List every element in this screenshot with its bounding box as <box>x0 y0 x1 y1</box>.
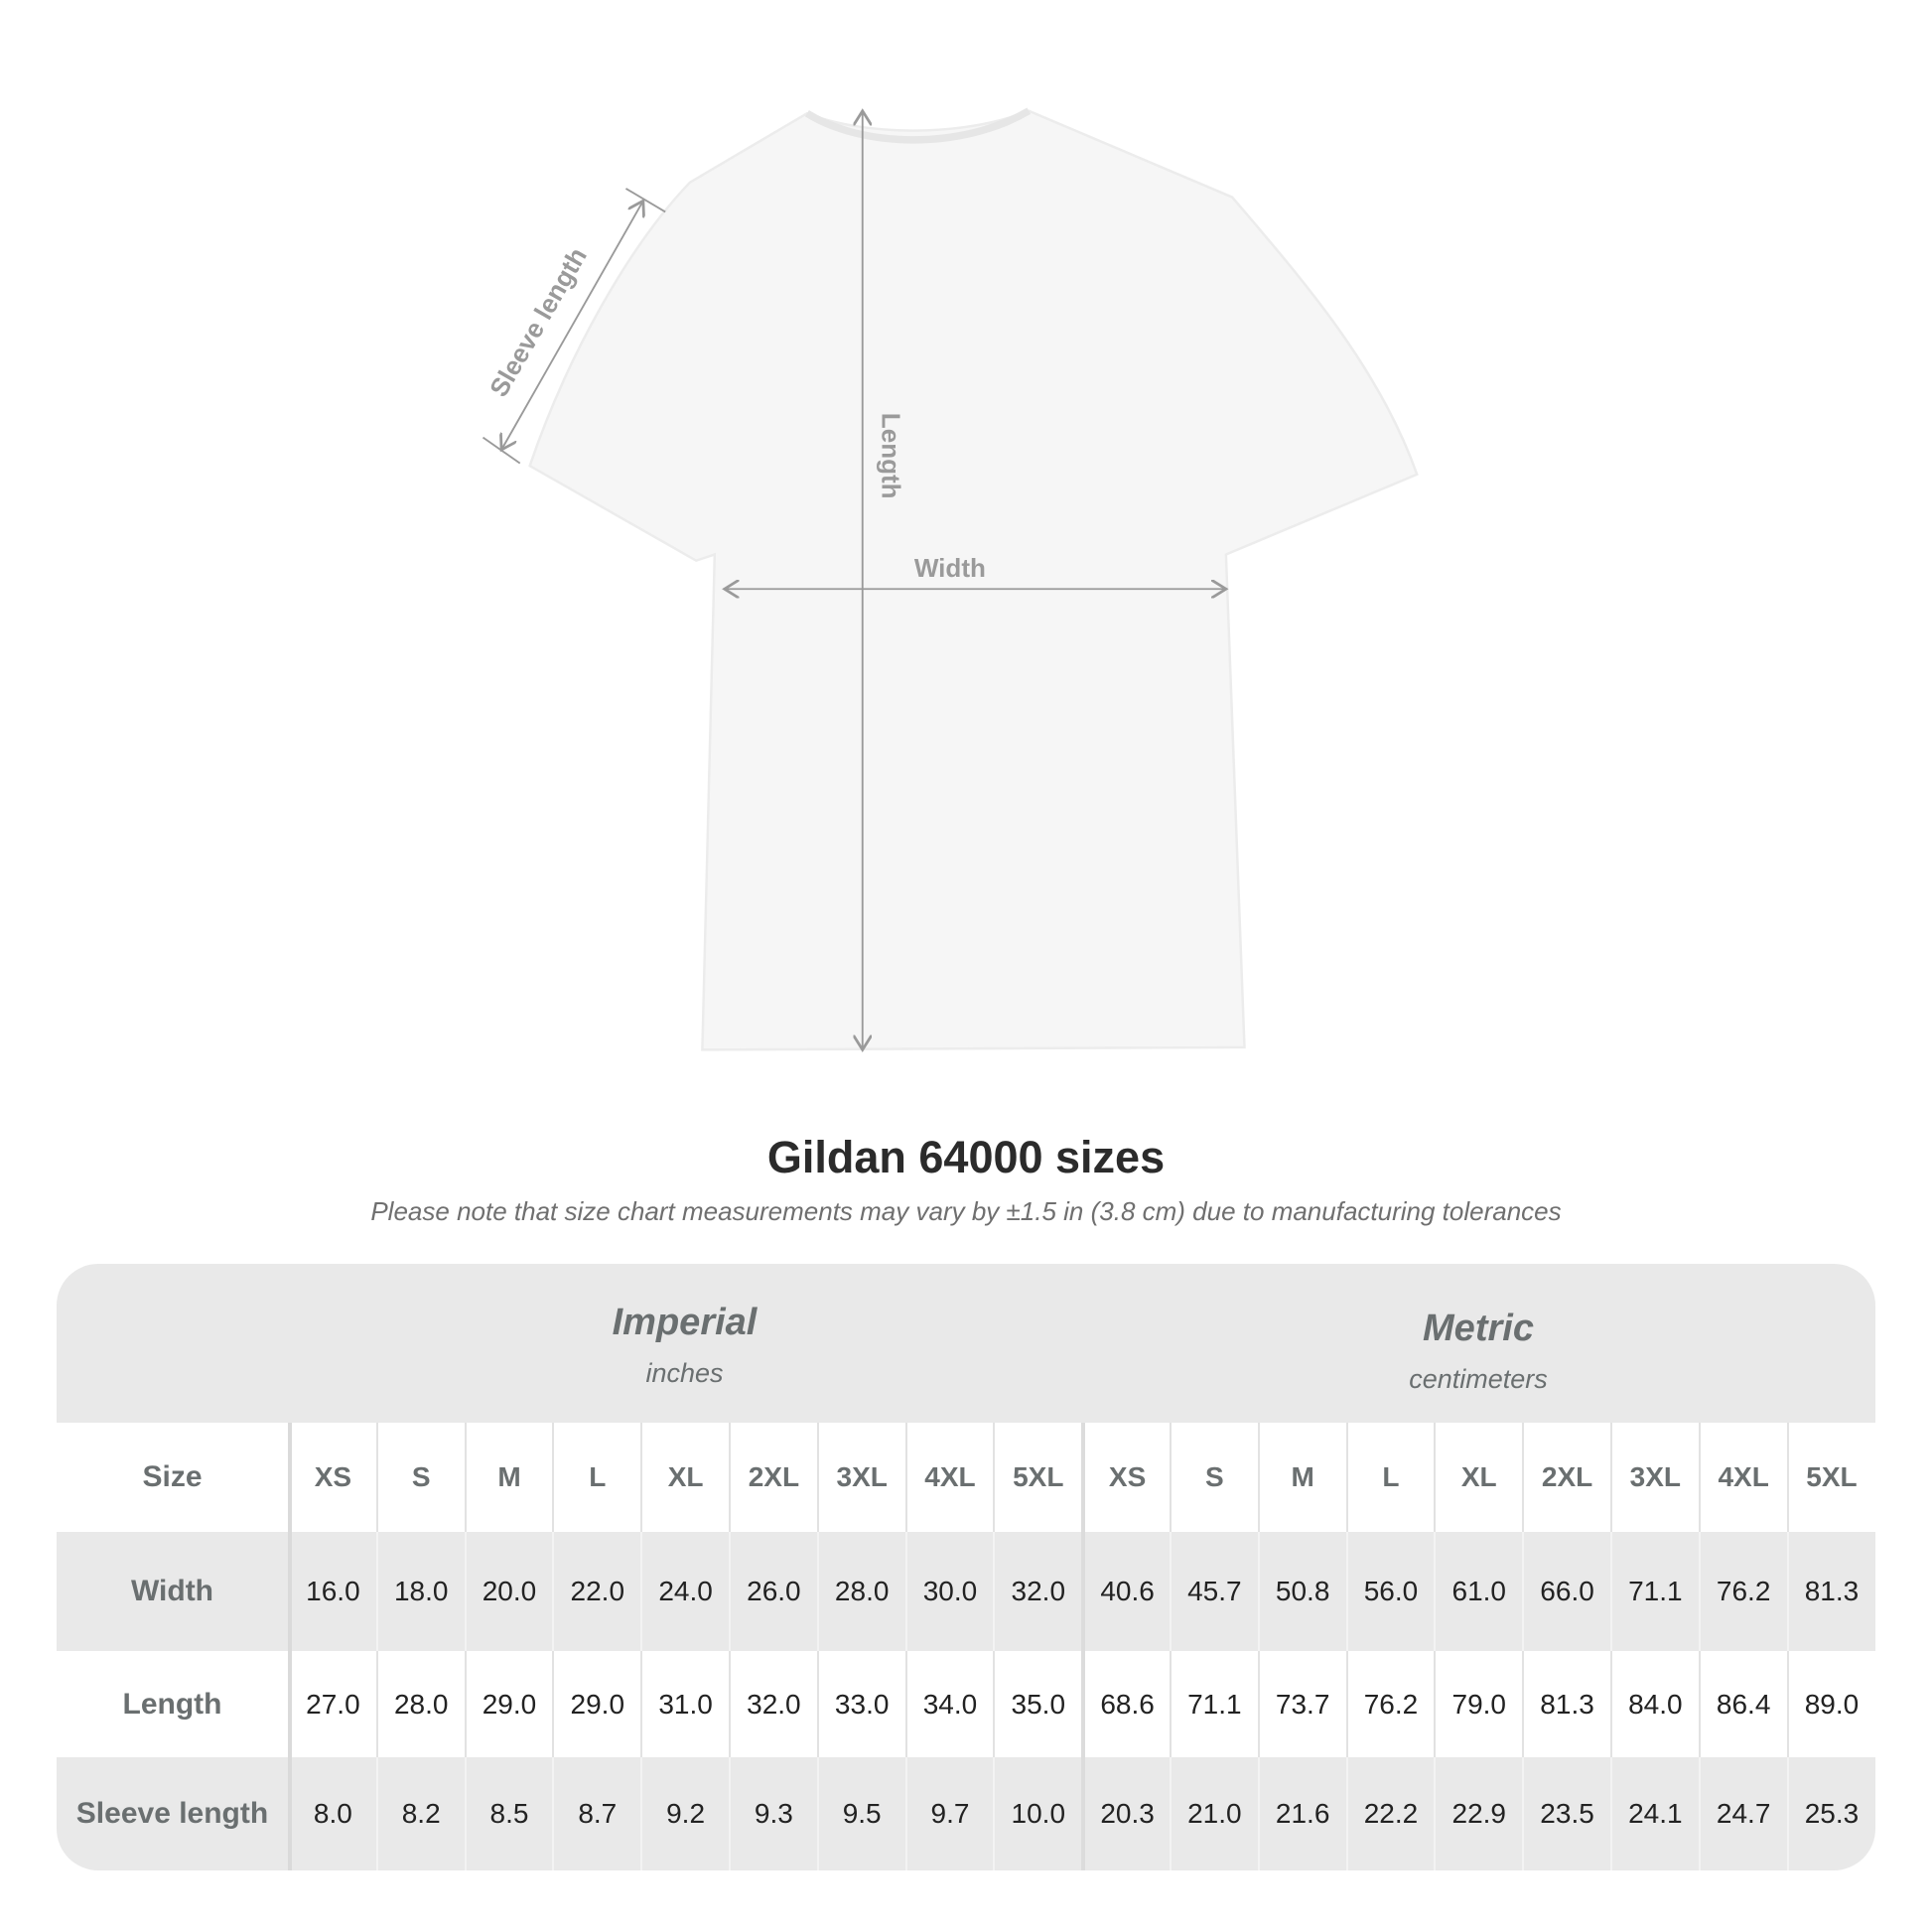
length-label: Length <box>877 413 906 499</box>
imperial-value-cell: 34.0 <box>904 1651 994 1757</box>
metric-value-cell: 45.7 <box>1169 1532 1258 1651</box>
imperial-header: Imperial inches <box>288 1264 1081 1423</box>
imperial-value-cell: 27.0 <box>288 1651 376 1757</box>
metric-size-header: 3XL <box>1609 1423 1699 1532</box>
imperial-value-cell: 9.2 <box>640 1757 729 1870</box>
metric-value-cell: 86.4 <box>1698 1651 1787 1757</box>
metric-value-cell: 22.2 <box>1345 1757 1435 1870</box>
metric-value-cell: 66.0 <box>1522 1532 1610 1651</box>
metric-value-cell: 81.3 <box>1522 1651 1610 1757</box>
tolerance-note: Please note that size chart measurements… <box>370 1196 1562 1226</box>
imperial-value-cell: 28.0 <box>816 1532 905 1651</box>
imperial-size-header: XS <box>288 1423 376 1532</box>
imperial-value-cell: 24.0 <box>640 1532 729 1651</box>
width-label: Width <box>914 553 986 583</box>
table-row: Width 16.0 18.0 20.0 22.0 24.0 26.0 28.0 30.0 32.… <box>57 1532 1875 1651</box>
imperial-value-cell: 9.5 <box>816 1757 905 1870</box>
imperial-size-header: M <box>464 1423 553 1532</box>
metric-value-cell: 25.3 <box>1786 1757 1875 1870</box>
imperial-value-cell: 8.0 <box>288 1757 376 1870</box>
imperial-size-header: 2XL <box>728 1423 817 1532</box>
metric-value-cell: 20.3 <box>1081 1757 1170 1870</box>
row-label: Length <box>122 1687 222 1721</box>
size-label: Size <box>142 1460 203 1493</box>
imperial-size-header: L <box>552 1423 640 1532</box>
imperial-value-cell: 9.3 <box>728 1757 817 1870</box>
page-title: Gildan 64000 sizes <box>766 1132 1166 1182</box>
metric-value-cell: 24.7 <box>1698 1757 1787 1870</box>
metric-value-cell: 40.6 <box>1081 1532 1170 1651</box>
row-label: Width <box>130 1575 214 1607</box>
imperial-value-cell: 8.2 <box>375 1757 465 1870</box>
metric-value-cell: 76.2 <box>1345 1651 1435 1757</box>
imperial-value-cell: 26.0 <box>728 1532 817 1651</box>
metric-header: Metric centimeters <box>1081 1264 1875 1423</box>
imperial-value-cell: 10.0 <box>993 1757 1081 1870</box>
imperial-value-cell: 33.0 <box>816 1651 905 1757</box>
imperial-size-header: S <box>375 1423 465 1532</box>
imperial-size-header: 5XL <box>993 1423 1081 1532</box>
metric-value-cell: 79.0 <box>1434 1651 1522 1757</box>
imperial-value-cell: 18.0 <box>375 1532 465 1651</box>
row-label: Sleeve length <box>75 1797 269 1830</box>
metric-value-cell: 22.9 <box>1434 1757 1522 1870</box>
imperial-value-cell: 29.0 <box>552 1651 640 1757</box>
metric-size-header: 5XL <box>1786 1423 1875 1532</box>
metric-label: Metric <box>1423 1308 1534 1349</box>
metric-size-header: XL <box>1434 1423 1522 1532</box>
metric-unit: centimeters <box>1409 1364 1548 1394</box>
imperial-value-cell: 8.7 <box>552 1757 640 1870</box>
metric-value-cell: 68.6 <box>1081 1651 1170 1757</box>
label-column-divider <box>288 1423 292 1870</box>
imperial-value-cell: 32.0 <box>728 1651 817 1757</box>
table-row: Sleeve length 8.0 8.2 8.5 8.7 9.2 9.3 9.5 9.7 10.… <box>57 1757 1875 1870</box>
imperial-value-cell: 22.0 <box>552 1532 640 1651</box>
imperial-value-cell: 30.0 <box>904 1532 994 1651</box>
metric-value-cell: 71.1 <box>1169 1651 1258 1757</box>
imperial-value-cell: 8.5 <box>464 1757 553 1870</box>
metric-value-cell: 73.7 <box>1257 1651 1346 1757</box>
imperial-size-header: 4XL <box>904 1423 994 1532</box>
metric-value-cell: 84.0 <box>1609 1651 1699 1757</box>
imperial-size-header: 3XL <box>816 1423 905 1532</box>
imperial-value-cell: 35.0 <box>993 1651 1081 1757</box>
metric-size-header: M <box>1257 1423 1346 1532</box>
metric-size-header: XS <box>1081 1423 1170 1532</box>
metric-value-cell: 81.3 <box>1786 1532 1875 1651</box>
metric-value-cell: 50.8 <box>1257 1532 1346 1651</box>
collar <box>804 107 1032 144</box>
imperial-size-header: XL <box>640 1423 729 1532</box>
imperial-value-cell: 31.0 <box>640 1651 729 1757</box>
metric-size-header: 4XL <box>1698 1423 1787 1532</box>
metric-value-cell: 21.6 <box>1257 1757 1346 1870</box>
metric-size-header: S <box>1169 1423 1258 1532</box>
metric-size-header: 2XL <box>1522 1423 1610 1532</box>
imperial-value-cell: 28.0 <box>375 1651 465 1757</box>
tshirt-diagram: Sleeve length Length Width <box>482 107 1419 1109</box>
imperial-label: Imperial <box>612 1302 758 1343</box>
metric-value-cell: 76.2 <box>1698 1532 1787 1651</box>
metric-value-cell: 24.1 <box>1609 1757 1699 1870</box>
size-table: Imperial inches Metric centimeters Size X… <box>57 1264 1875 1870</box>
metric-value-cell: 61.0 <box>1434 1532 1522 1651</box>
metric-value-cell: 21.0 <box>1169 1757 1258 1870</box>
metric-value-cell: 23.5 <box>1522 1757 1610 1870</box>
imperial-value-cell: 20.0 <box>464 1532 553 1651</box>
metric-value-cell: 71.1 <box>1609 1532 1699 1651</box>
size-header-row: Size XS S M L XL 2XL 3XL 4XL 5XL XS S M L XL 2XL 3XL 4XL 5… <box>57 1423 1875 1532</box>
imperial-unit: inches <box>645 1358 724 1388</box>
metric-value-cell: 89.0 <box>1786 1651 1875 1757</box>
sleeve-arrow <box>501 201 643 450</box>
imperial-value-cell: 32.0 <box>993 1532 1081 1651</box>
imperial-value-cell: 29.0 <box>464 1651 553 1757</box>
imperial-value-cell: 16.0 <box>288 1532 376 1651</box>
imperial-value-cell: 9.7 <box>904 1757 994 1870</box>
metric-size-header: L <box>1345 1423 1435 1532</box>
table-row: Length 27.0 28.0 29.0 29.0 31.0 32.0 33.0 34.0 35… <box>57 1651 1875 1757</box>
metric-value-cell: 56.0 <box>1345 1532 1435 1651</box>
